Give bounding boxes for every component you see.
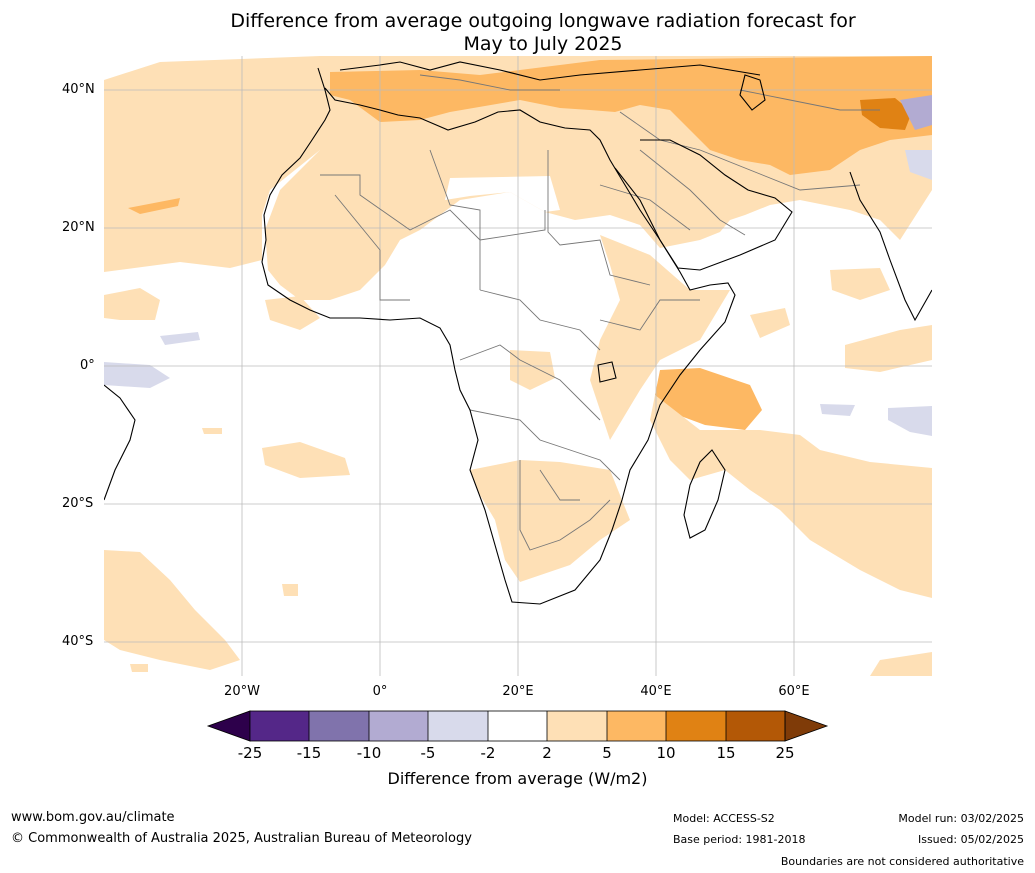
colorbar-segment-10-15 <box>666 711 726 741</box>
lat-label-20s: 20°S <box>62 496 94 511</box>
coast-south-america <box>104 384 136 501</box>
colorbar-tick: -15 <box>296 744 322 762</box>
coast-mediterranean-north <box>339 61 761 81</box>
anomaly-light-orange-tropical-atlantic <box>104 288 160 320</box>
lat-label-40n: 40°N <box>62 82 95 97</box>
title-line-2: May to July 2025 <box>463 33 623 55</box>
coast-lake-victoria <box>597 361 617 383</box>
issued-text: Issued: 05/02/2025 <box>917 833 1024 846</box>
colorbar-segment-15-25 <box>726 711 785 741</box>
lon-label-20e: 20°E <box>502 684 534 699</box>
colorbar-segment--15--10 <box>309 711 369 741</box>
colorbar-segment--10--5 <box>369 711 428 741</box>
lat-label-equator: 0° <box>80 358 95 373</box>
colorbar-tick: 15 <box>716 744 736 762</box>
anomaly-light-orange-bay <box>750 308 790 338</box>
anomaly-light-orange-gulf-guinea <box>265 296 320 330</box>
colorbar-tick: -5 <box>420 744 436 762</box>
colorbar <box>206 710 829 742</box>
lon-label-0: 0° <box>372 684 388 699</box>
lat-label-40s: 40°S <box>62 634 94 649</box>
colorbar-tick: -2 <box>480 744 496 762</box>
anomaly-pale-lavender-atlantic <box>104 362 170 388</box>
colorbar-tick: 25 <box>775 744 795 762</box>
coastlines <box>104 61 932 605</box>
anomaly-light-orange-indian-ocean <box>650 395 932 598</box>
anomaly-light-orange-north-atlantic <box>104 56 320 272</box>
coast-arabia <box>614 139 793 271</box>
coast-caspian <box>739 74 766 111</box>
copyright-text: © Commonwealth of Australia 2025, Austra… <box>11 831 472 846</box>
colorbar-tick: 10 <box>656 744 676 762</box>
lon-label-40e: 40°E <box>640 684 672 699</box>
anomaly-dark-orange-central-asia <box>860 98 912 130</box>
colorbar-title: Difference from average (W/m2) <box>387 769 648 788</box>
website-link[interactable]: www.bom.gov.au/climate <box>11 810 175 825</box>
colorbar-segment--25--15 <box>250 711 309 741</box>
model-text: Model: ACCESS-S2 <box>673 812 775 825</box>
country-borders <box>320 74 880 551</box>
anomaly-pale-lavender-east-indian-ocean <box>888 406 932 436</box>
model-run-text: Model run: 03/02/2025 <box>898 812 1024 825</box>
colorbar-tick: 5 <box>602 744 612 762</box>
anomaly-light-orange-far-south-east <box>870 652 932 676</box>
anomaly-light-orange-arabian-sea <box>830 268 890 300</box>
anomaly-white-sahel <box>445 176 560 212</box>
anomaly-light-orange-south-atlantic <box>262 442 350 478</box>
colorbar-segment--2-2 <box>488 711 547 741</box>
anomaly-pale-lavender-atlantic-small <box>160 332 200 345</box>
colorbar-segment--5--2 <box>428 711 488 741</box>
anomaly-light-orange-east-africa <box>590 235 730 440</box>
colorbar-segment-2-5 <box>547 711 607 741</box>
colorbar-tick: 2 <box>542 744 552 762</box>
map-title: Difference from average outgoing longwav… <box>0 10 1035 56</box>
colorbar-extend-high <box>784 710 829 742</box>
anomaly-orange-indian-ocean <box>655 368 762 430</box>
lat-label-20n: 20°N <box>62 220 95 235</box>
coast-west-africa <box>261 67 736 605</box>
anomaly-light-orange-sw-corner <box>130 664 148 672</box>
base-period-text: Base period: 1981-2018 <box>673 833 806 846</box>
coast-india <box>849 171 932 322</box>
title-line-1: Difference from average outgoing longwav… <box>230 10 856 32</box>
anomaly-light-orange-south-patch <box>282 584 298 596</box>
anomaly-light-orange-congo <box>510 350 555 390</box>
colorbar-tick: -10 <box>356 744 382 762</box>
anomaly-light-orange-india-east <box>845 325 932 372</box>
colorbar-extend-low <box>206 710 251 742</box>
anomaly-light-orange-southern-africa <box>470 460 630 582</box>
lon-label-60e: 60°E <box>778 684 810 699</box>
anomaly-pale-lavender-east-asia <box>905 150 932 180</box>
anomaly-orange-atlantic-patch <box>128 198 180 214</box>
anomaly-light-orange-sw-atlantic <box>104 550 240 670</box>
anomaly-orange-mediterranean-asia <box>330 56 932 175</box>
anomaly-pale-lavender-indian-ocean <box>820 404 855 416</box>
disclaimer-text: Boundaries are not considered authoritat… <box>780 855 1024 868</box>
anomaly-lavender-east-asia <box>900 95 932 130</box>
lon-label-20w: 20°W <box>224 684 260 699</box>
anomaly-light-orange-south-atlantic-small <box>202 428 222 434</box>
colorbar-tick: -25 <box>237 744 263 762</box>
coast-madagascar <box>683 449 726 539</box>
colorbar-segment-5-10 <box>607 711 666 741</box>
